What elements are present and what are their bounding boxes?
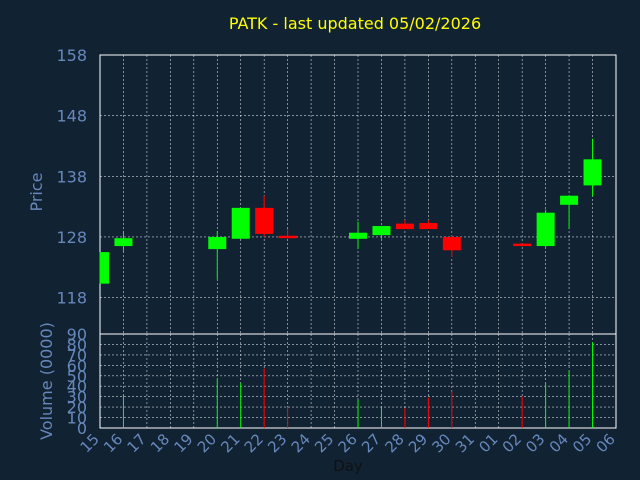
x-tick-label: 16 (100, 430, 126, 456)
price-tick-label: 138 (56, 167, 87, 186)
volume-tick-label: 20 (67, 398, 87, 417)
x-tick-label: 25 (311, 430, 337, 456)
x-tick-label: 21 (217, 430, 243, 456)
x-tick-label: 26 (335, 430, 361, 456)
x-tick-label: 04 (546, 430, 572, 456)
x-tick-label: 27 (358, 430, 384, 456)
x-tick-label: 19 (170, 430, 196, 456)
candle-body (208, 236, 227, 250)
volume-tick-label: 10 (67, 409, 87, 428)
x-axis-label: Day (333, 457, 363, 475)
price-tick-label: 148 (56, 107, 87, 126)
volume-tick-label: 80 (67, 335, 87, 354)
x-tick-label: 03 (522, 430, 548, 456)
volume-tick-label: 50 (67, 367, 87, 386)
x-tick-label: 31 (452, 430, 478, 456)
volume-tick-label: 90 (67, 325, 87, 344)
x-tick-label: 24 (288, 430, 314, 456)
x-tick-label: 30 (428, 430, 454, 456)
candle-body (349, 232, 367, 239)
candle-body (255, 207, 274, 234)
volume-tick-label: 60 (67, 356, 87, 375)
x-tick-label: 06 (593, 430, 619, 456)
x-tick-label: 05 (569, 430, 595, 456)
candle-body (395, 223, 414, 230)
candle-body (114, 238, 133, 247)
x-tick-label: 18 (147, 430, 173, 456)
candle-body (100, 252, 109, 284)
x-tick-label: 17 (124, 430, 150, 456)
candle-body (513, 243, 532, 247)
price-tick-label: 158 (56, 46, 87, 65)
volume-tick-label: 40 (67, 377, 87, 396)
x-tick-label: 23 (264, 430, 290, 456)
candle-body (560, 195, 579, 205)
price-tick-label: 128 (56, 228, 87, 247)
candle-body (419, 223, 438, 230)
candle-body (536, 212, 555, 247)
candle-body (372, 226, 391, 236)
y-axis-label-volume: Volume (0000) (37, 322, 56, 440)
chart-title: PATK - last updated 05/02/2026 (229, 14, 481, 33)
x-tick-label: 28 (382, 430, 408, 456)
x-tick-label: 20 (194, 430, 220, 456)
price-tick-label: 118 (56, 289, 87, 308)
volume-tick-label: 30 (67, 388, 87, 407)
volume-tick-label: 70 (67, 346, 87, 365)
x-tick-label: 22 (241, 430, 267, 456)
x-tick-label: 02 (499, 430, 525, 456)
x-tick-label: 01 (475, 430, 501, 456)
x-tick-label: 29 (405, 430, 431, 456)
candle-body (583, 159, 602, 186)
candle-body (442, 236, 461, 251)
candle-body (278, 235, 297, 239)
volume-tick-label: 0 (77, 419, 87, 438)
y-axis-label-price: Price (27, 172, 46, 211)
candle-body (231, 207, 250, 239)
